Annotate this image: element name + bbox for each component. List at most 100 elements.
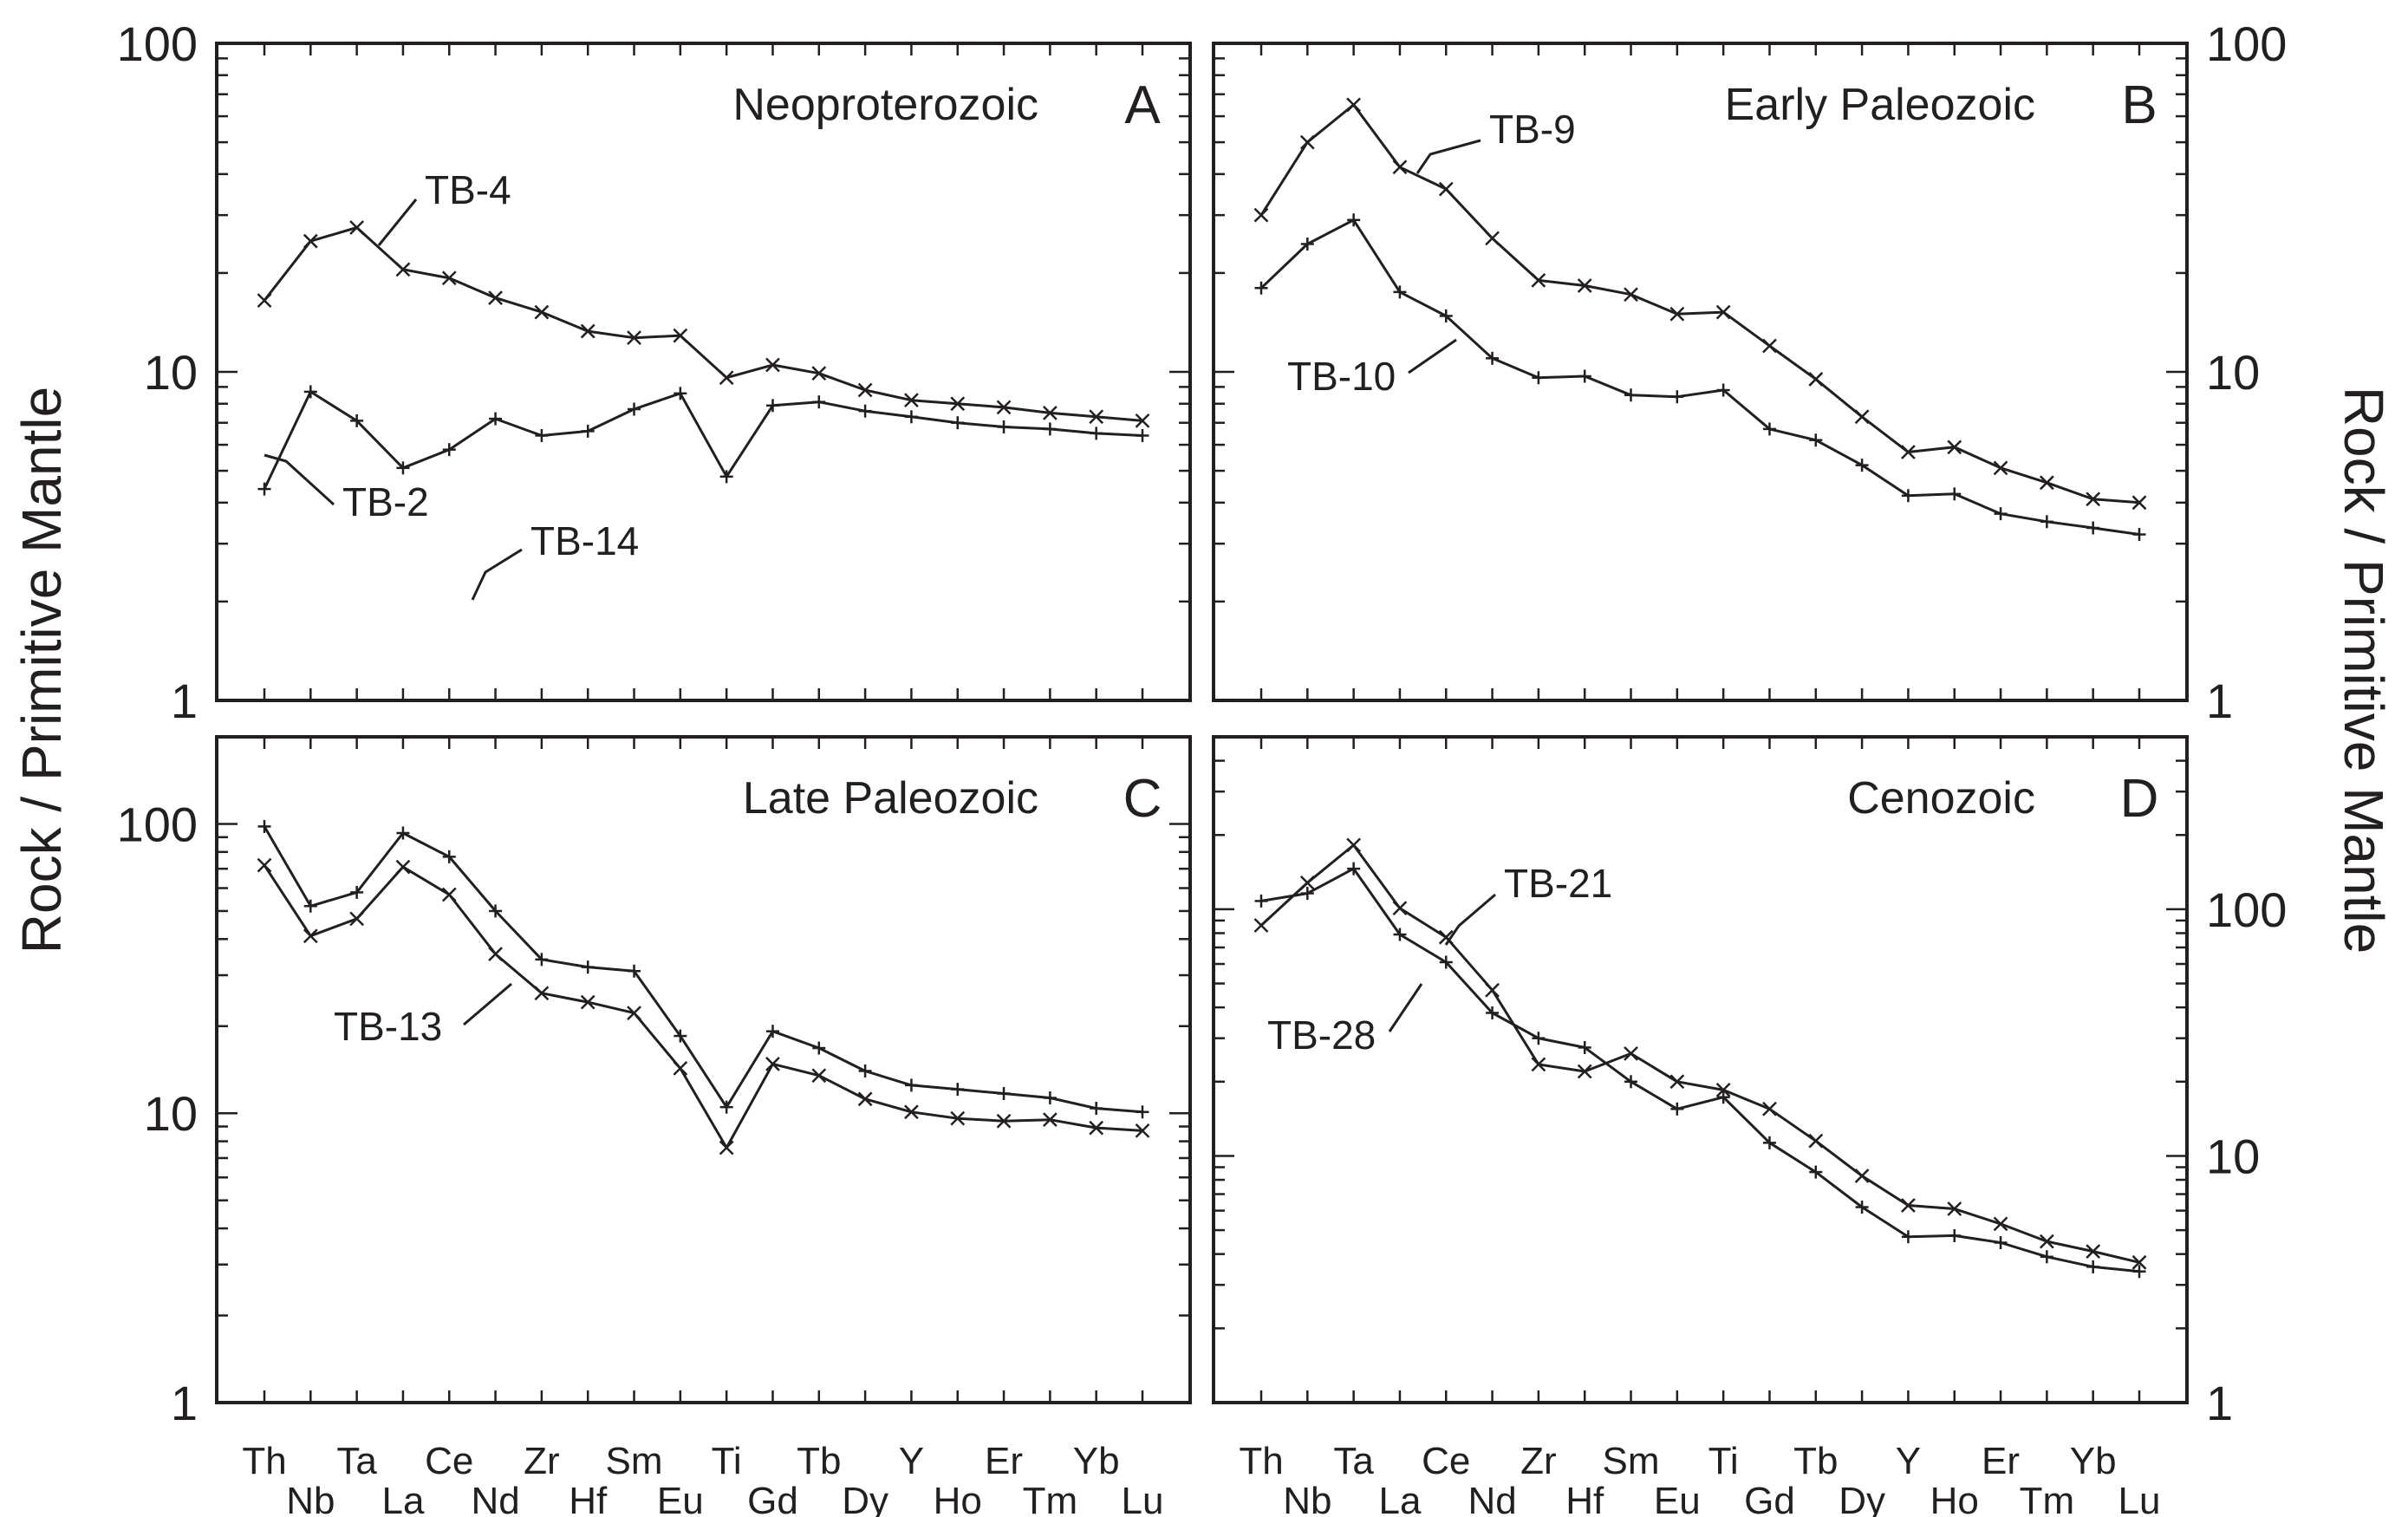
- marker-x: [1808, 372, 1824, 387]
- x-tick-label: Sm: [1603, 1440, 1660, 1482]
- marker-x: [857, 382, 873, 398]
- series-tb-10: TB-10: [1254, 213, 2146, 542]
- series-label: TB-4: [425, 167, 511, 212]
- marker-x: [1901, 1198, 1916, 1213]
- marker-x: [1993, 460, 2008, 476]
- marker-x: [534, 304, 550, 320]
- series-tb-2: TB-2: [257, 385, 1149, 524]
- y-tick-label: 10: [2206, 1129, 2260, 1183]
- marker-x: [904, 393, 919, 408]
- marker-x: [2039, 475, 2054, 491]
- panel-letter: A: [1124, 75, 1161, 135]
- x-tick-label: Ta: [336, 1440, 377, 1482]
- series-leader-line: [463, 982, 512, 1026]
- x-tick-label: Y: [899, 1440, 924, 1482]
- series-tb-28: TB-28: [1254, 862, 2146, 1279]
- marker-x: [1392, 901, 1408, 916]
- marker-x: [765, 1057, 780, 1071]
- y-axis-label-right: Rock / Primitive Mantle: [2333, 387, 2395, 954]
- marker-x: [1854, 1169, 1870, 1183]
- x-tick-label: Ho: [1930, 1480, 1979, 1517]
- marker-x: [627, 330, 641, 346]
- marker-x: [1624, 1045, 1638, 1061]
- marker-x: [1253, 207, 1269, 223]
- marker-x: [2131, 1254, 2147, 1270]
- x-tick-label: Eu: [1654, 1480, 1701, 1517]
- x-tick-label: Nd: [1468, 1480, 1516, 1517]
- marker-x: [719, 370, 734, 386]
- series-tb-13: TB-13: [257, 857, 1150, 1156]
- y-tick-label: 100: [2206, 16, 2287, 71]
- series-leader-line: [1416, 139, 1481, 174]
- x-tick-label: Eu: [657, 1480, 704, 1517]
- series-label: TB-10: [1287, 354, 1396, 399]
- marker-x: [1715, 304, 1731, 320]
- series-line: [1259, 218, 2140, 536]
- series-label: TB-21: [1504, 861, 1612, 906]
- series-line: [1260, 867, 2140, 1273]
- x-tick-label: Nd: [471, 1480, 519, 1517]
- panel-c: 110100ThNbTaLaCeNdZrHfSmEuTiGdTbDyYHoErT…: [117, 518, 1192, 1517]
- x-tick-label: La: [381, 1480, 424, 1517]
- marker-x: [1808, 1133, 1824, 1149]
- series-line: [1259, 103, 2140, 505]
- marker-x: [1042, 1112, 1058, 1128]
- marker-x: [1346, 97, 1362, 113]
- x-tick-label: Zr: [524, 1440, 560, 1482]
- marker-x: [996, 1113, 1012, 1129]
- marker-x: [1577, 1064, 1592, 1079]
- x-tick-label: La: [1378, 1480, 1421, 1517]
- series-label: TB-28: [1267, 1012, 1376, 1058]
- marker-x: [857, 1091, 873, 1107]
- x-tick-label: Th: [242, 1440, 286, 1482]
- marker-x: [1485, 982, 1500, 998]
- series-tb-4: TB-4: [257, 167, 1150, 428]
- series-label: TB-14: [530, 518, 639, 563]
- marker-x: [1947, 1201, 1962, 1216]
- marker-x: [1438, 929, 1454, 945]
- y-tick-label: 1: [2206, 674, 2233, 728]
- marker-x: [1624, 287, 1638, 303]
- marker-x: [580, 323, 595, 339]
- series-tb-9: TB-9: [1253, 97, 2147, 511]
- x-tick-label: Th: [1239, 1440, 1283, 1482]
- x-tick-label: Yb: [1073, 1440, 1120, 1482]
- series-tb-14: TB-14: [257, 518, 1149, 1119]
- x-tick-label: Tb: [797, 1440, 841, 1482]
- series-line: [263, 226, 1143, 422]
- x-tick-label: Lu: [1122, 1480, 1164, 1517]
- marker-x: [257, 293, 272, 308]
- marker-x: [1346, 837, 1362, 853]
- y-tick-label: 10: [144, 1086, 198, 1141]
- marker-x: [441, 887, 457, 902]
- panel-frame: [215, 42, 1192, 702]
- marker-x: [1762, 338, 1777, 354]
- x-tick-label: Tm: [1023, 1480, 1078, 1517]
- marker-x: [2039, 1234, 2054, 1249]
- x-tick-label: Hf: [1565, 1480, 1604, 1517]
- marker-x: [1135, 1123, 1150, 1138]
- y-tick-label: 1: [2206, 1376, 2233, 1430]
- panel-d: 110100ThNbTaLaCeNdZrHfSmEuTiGdTbDyYHoErT…: [1212, 735, 2287, 1517]
- series-leader-line: [264, 453, 335, 506]
- marker-x: [1392, 160, 1408, 175]
- marker-x: [765, 357, 780, 373]
- marker-x: [1993, 1216, 2008, 1232]
- marker-x: [303, 233, 318, 249]
- marker-x: [349, 911, 365, 927]
- marker-x: [1485, 231, 1500, 246]
- panel-title: Late Paleozoic: [743, 773, 1038, 824]
- marker-x: [1253, 918, 1269, 933]
- series-label: TB-13: [334, 1004, 442, 1049]
- series-leader-line: [377, 199, 418, 246]
- series-line: [263, 390, 1143, 490]
- panel-title: Early Paleozoic: [1725, 80, 2035, 130]
- x-tick-label: Gd: [1744, 1480, 1795, 1517]
- marker-x: [1669, 1074, 1685, 1090]
- series-tb-21: TB-21: [1253, 837, 2147, 1270]
- marker-x: [395, 859, 411, 875]
- marker-x: [996, 400, 1012, 415]
- y-tick-label: 1: [171, 674, 198, 728]
